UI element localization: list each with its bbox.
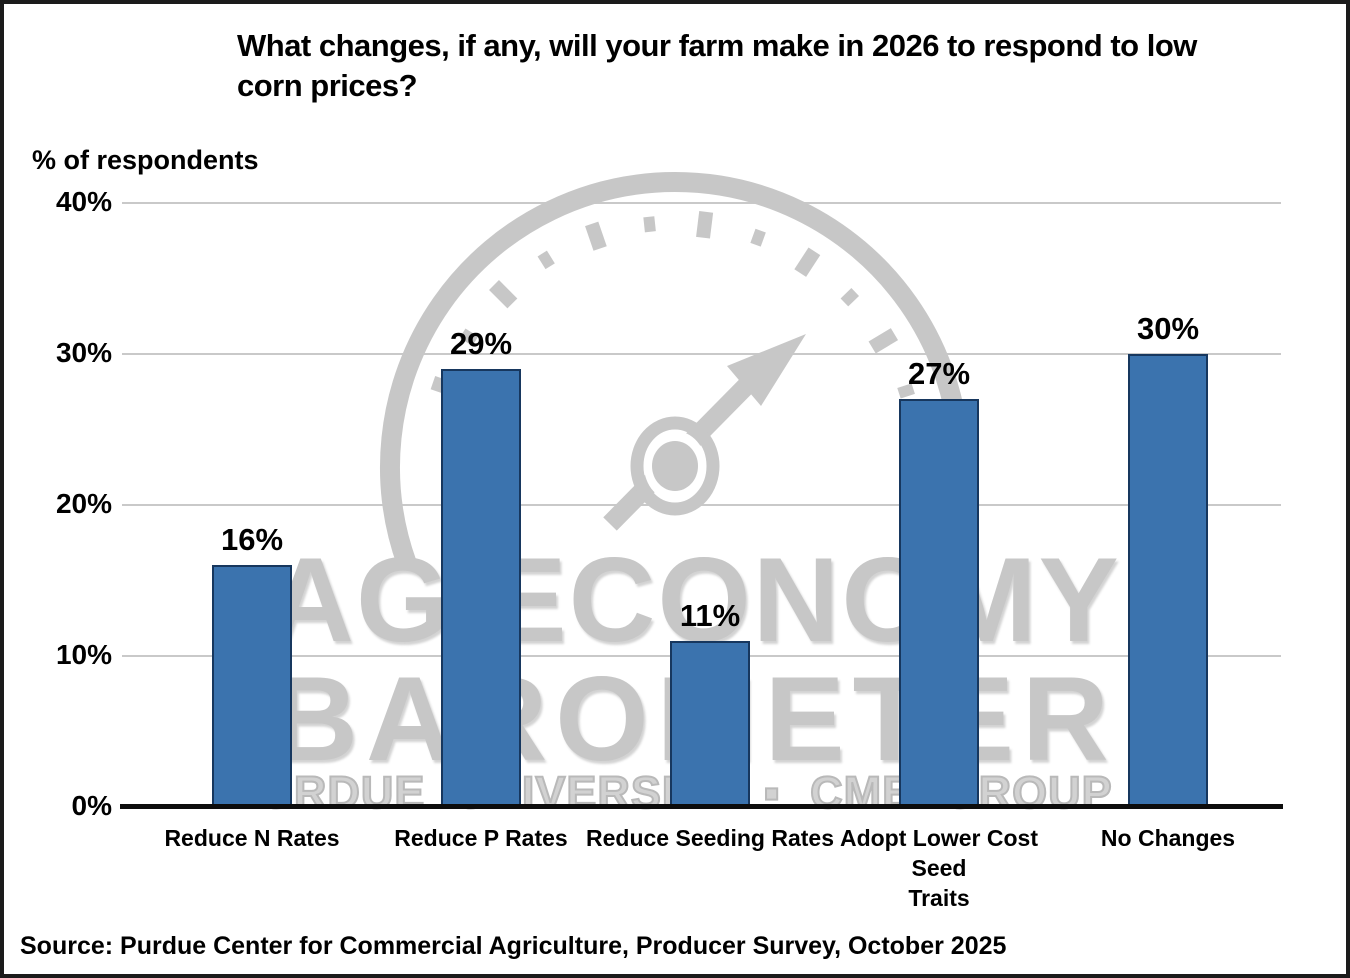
gridline-20 <box>122 504 1281 506</box>
y-tick-label-20: 20% <box>55 488 112 519</box>
gridline-40 <box>122 202 1281 204</box>
gauge-tick <box>696 211 714 239</box>
gauge-tick <box>643 216 656 233</box>
gauge-tick <box>489 280 518 309</box>
x-axis-line <box>120 804 1283 809</box>
value-label-adopt-lower-cost-seed-traits: 27% <box>907 356 971 391</box>
source-note: Source: Purdue Center for Commercial Agr… <box>20 932 1007 960</box>
gauge-hub-ring <box>630 416 720 516</box>
value-label-reduce-n-rates: 16% <box>220 522 284 557</box>
bar-reduce-seeding-rates <box>670 641 750 807</box>
gauge-needle-arrowhead-icon <box>727 334 806 406</box>
value-label-reduce-seeding-rates: 11% <box>679 598 741 633</box>
category-label-line: Reduce Seeding Rates <box>586 825 834 851</box>
gauge-tick <box>794 247 821 277</box>
value-label-no-changes: 30% <box>1136 311 1200 346</box>
bar-reduce-n-rates <box>212 565 292 807</box>
bar-adopt-lower-cost-seed-traits <box>899 399 979 807</box>
category-label-line: No Changes <box>1100 825 1236 851</box>
y-tick-label-0: 0% <box>71 790 112 821</box>
gauge-tick <box>585 221 607 251</box>
y-tick-label-10: 10% <box>55 639 112 670</box>
chart-title: What changes, if any, will your farm mak… <box>237 26 1346 106</box>
category-label-reduce-seeding-rates: Reduce Seeding Rates <box>582 823 838 853</box>
category-label-adopt-lower-cost-seed-traits: Adopt Lower Cost Seed Traits <box>811 823 1067 913</box>
gauge-needle <box>603 369 763 531</box>
y-tick-label-40: 40% <box>55 186 112 217</box>
category-label-line: Traits <box>908 885 970 911</box>
gauge-tick <box>750 228 766 247</box>
bar-reduce-p-rates <box>441 369 521 807</box>
category-label-line: Adopt Lower Cost Seed <box>839 825 1039 881</box>
gauge-tick <box>868 328 899 354</box>
y-tick-label-30: 30% <box>55 337 112 368</box>
category-label-line: Reduce N Rates <box>164 825 340 851</box>
category-label-reduce-p-rates: Reduce P Rates <box>353 823 609 853</box>
y-axis-unit-label: % of respondents <box>32 145 259 175</box>
gauge-hub-gap <box>644 431 706 501</box>
category-label-line: Reduce P Rates <box>394 825 568 851</box>
gauge-tick <box>840 288 860 307</box>
gauge-tick <box>537 250 555 270</box>
category-label-no-changes: No Changes <box>1040 823 1296 853</box>
value-label-reduce-p-rates: 29% <box>449 326 513 361</box>
chart-title-line-2: corn prices? <box>237 68 418 103</box>
category-label-reduce-n-rates: Reduce N Rates <box>124 823 380 853</box>
bar-no-changes <box>1128 354 1208 807</box>
chart-title-line-1: What changes, if any, will your farm mak… <box>237 28 1197 63</box>
gauge-hub-center <box>652 441 698 491</box>
gridline-30 <box>122 353 1281 355</box>
